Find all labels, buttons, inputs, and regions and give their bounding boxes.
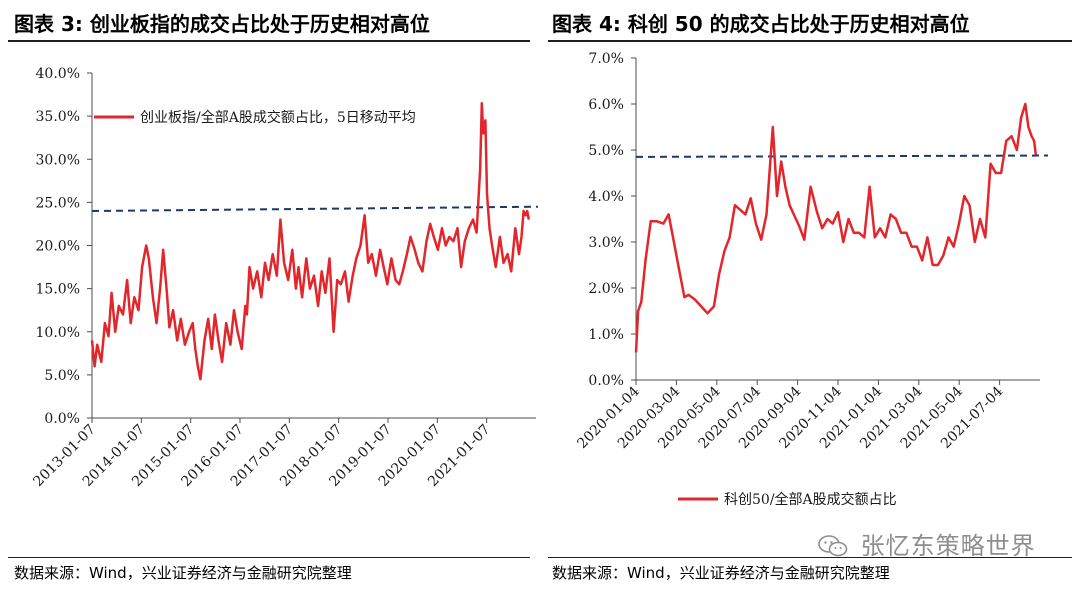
- left-y-tick-label: 25.0%: [36, 195, 80, 211]
- right-series-line: [634, 102, 1038, 353]
- left-legend: 创业板指/全部A股成交额占比，5日移动平均: [94, 109, 416, 126]
- right-title-underline: [548, 40, 1072, 42]
- left-y-tick-label: 0.0%: [44, 411, 80, 427]
- right-source-note: 数据来源：Wind，兴业证券经济与金融研究院整理: [552, 564, 890, 582]
- left-title-underline: [8, 40, 530, 42]
- right-chart-title: 图表 4: 科创 50 的成交占比处于历史相对高位: [552, 12, 970, 36]
- right-line-chart: 0.0%1.0%2.0%3.0%4.0%5.0%6.0%7.0% 2020-01…: [574, 51, 1049, 508]
- left-y-tick-label: 20.0%: [36, 239, 80, 255]
- right-legend-label: 科创50/全部A股成交额占比: [724, 491, 897, 508]
- left-y-tick-label: 10.0%: [36, 325, 80, 341]
- left-series-line: [90, 101, 531, 381]
- right-y-tick-label: 0.0%: [588, 373, 624, 389]
- left-y-tick-label: 5.0%: [44, 368, 80, 384]
- left-chart-title: 图表 3: 创业板指的成交占比处于历史相对高位: [14, 12, 430, 36]
- left-y-tick-label: 15.0%: [36, 282, 80, 298]
- right-y-tick-label: 2.0%: [588, 281, 624, 297]
- right-y-tick-label: 5.0%: [588, 143, 624, 159]
- wechat-watermark: 张忆东策略世界: [818, 526, 1036, 561]
- left-line-chart: 0.0% 5.0% 10.0% 15.0% 20.0% 25.0% 30.0% 35.0% 40…: [30, 66, 539, 490]
- left-footer-rule: [8, 557, 530, 558]
- left-reference-dashed-line: [91, 205, 539, 212]
- left-source-note: 数据来源：Wind，兴业证券经济与金融研究院整理: [14, 564, 352, 582]
- wechat-icon: [818, 535, 848, 557]
- right-y-tick-label: 3.0%: [588, 235, 624, 251]
- left-y-tick-label: 40.0%: [36, 66, 80, 82]
- left-y-tick-label: 30.0%: [36, 152, 80, 168]
- right-y-tick-label: 6.0%: [588, 97, 624, 113]
- right-reference-dashed-line: [635, 154, 1049, 158]
- right-footer-rule: [548, 557, 1072, 558]
- right-legend: 科创50/全部A股成交额占比: [678, 491, 897, 508]
- right-y-tick-label: 4.0%: [588, 189, 624, 205]
- left-y-tick-label: 35.0%: [36, 109, 80, 125]
- right-y-tick-label: 1.0%: [588, 327, 624, 343]
- right-y-tick-label: 7.0%: [588, 51, 624, 67]
- left-legend-label: 创业板指/全部A股成交额占比，5日移动平均: [140, 109, 416, 126]
